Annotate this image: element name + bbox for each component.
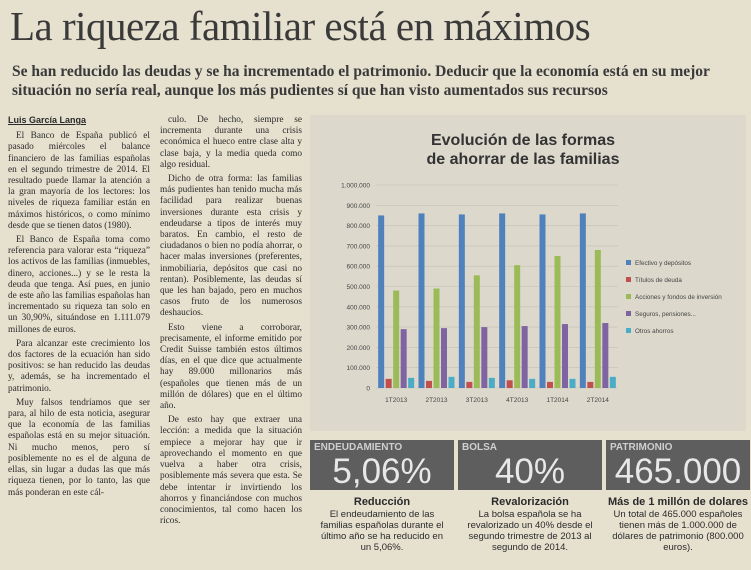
bar [587,381,594,388]
stat-heading: Reducción [353,496,411,508]
stat-heading: Más de 1 millón de dolares [608,496,748,508]
y-tick-label: 0 [366,386,370,393]
y-tick-label: 400.000 [347,304,371,311]
author: Luis García Langa [8,115,87,125]
paragraph: culo. De hecho, siempre se incrementa du… [160,115,302,170]
x-tick-label: 1T2014 [546,397,568,404]
y-tick-label: 200.000 [347,345,371,352]
stat-figure: 465.000 [614,452,742,491]
stat: BOLSA 40% Revalorización La bolsa española … [458,440,602,553]
x-tick-label: 1T2013 [385,397,407,404]
stat-text: La bolsa española se ha revalorizado un … [467,509,593,553]
y-tick-label: 900.000 [347,203,371,210]
paragraph: El Banco de España publicó el pasado mié… [8,131,150,231]
bar [602,323,609,388]
y-tick-label: 500.000 [347,284,371,291]
y-tick-label: 800.000 [347,223,371,230]
column: culo. De hecho, siempre se incrementa du… [160,115,302,530]
bar [569,378,576,388]
x-tick-label: 2T2013 [425,397,447,404]
paragraph: El Banco de España toma como referencia … [8,235,150,335]
bar [539,214,546,388]
y-tick-label: 600.000 [347,264,371,271]
bar [378,215,385,388]
x-tick-label: 2T2014 [587,397,609,404]
stat-heading: Revalorización [491,496,569,508]
bar [458,214,465,388]
y-tick-label: 1.000.000 [341,183,370,190]
bar [554,256,561,388]
bar [418,213,425,388]
bar [514,265,521,388]
bar [385,378,392,388]
x-tick-label: 4T2013 [506,397,528,404]
y-tick-label: 100.000 [347,365,371,372]
bar [466,381,473,388]
y-tick-label: 300.000 [347,325,371,332]
paragraph: Muy falsos tendríamos que ser para, al h… [8,397,150,498]
stat-label: BOLSA [462,442,497,453]
bar [433,288,440,388]
paragraph: Dicho de otra forma: las familias más pu… [160,174,302,319]
bar [448,376,455,388]
stat-box: PATRIMONIO 465.000 [606,440,750,491]
bar [499,213,506,388]
x-tick-label: 3T2013 [466,397,488,404]
bar [441,328,447,388]
column: Luis García Langa El Banco de España pub… [8,115,150,502]
bar [426,380,432,388]
bar [529,378,536,388]
bar [473,275,480,388]
stat-figure: 5,06% [332,452,432,491]
paragraph: Para alcanzar este crecimiento los dos f… [8,338,150,394]
bar [408,377,415,388]
subtitle: Se han reducido las deudas y se ha incre… [12,63,710,99]
legend-label: Efectivo y depósitos [635,260,691,267]
bar [609,376,616,388]
bar [547,381,553,388]
bar [506,380,513,388]
legend-swatch [626,260,631,265]
stat-text: Un total de 465.000 españoles tienen más… [612,509,744,553]
legend-label: Acciones y fondos de inversión [635,294,722,301]
stat-box: ENDEUDAMIENTO 5,06% [310,440,454,491]
paragraph: Esto viene a corroborar, precisamente, e… [160,322,302,412]
stat: PATRIMONIO 465.000 Más de 1 millón de dola… [606,440,750,553]
paragraph: De esto hay que extraer una lección: a m… [160,415,302,527]
stat-label: ENDEUDAMIENTO [314,442,403,453]
y-tick-label: 700.000 [347,243,371,250]
legend-label: Otros ahorros [635,328,674,335]
chart-title-line: de ahorrar de las familias [427,151,620,168]
stat-box: BOLSA 40% [458,440,602,491]
bar [594,249,601,388]
legend-swatch [626,328,631,333]
chart: Evolución de las formas de ahorrar de las… [310,115,746,431]
stat-text: El endeudamiento de las familias español… [320,509,444,553]
headline: La riqueza familiar está en máximos [10,3,591,49]
bar [488,377,495,388]
legend-swatch [626,294,631,299]
legend-swatch [626,277,631,282]
legend-label: Títulos de deuda [635,277,682,284]
bar [393,290,400,388]
chart-title-line: Evolución de las formas [431,132,615,149]
bar [579,213,586,388]
chart-title: Evolución de las formas de ahorrar de las… [427,132,620,168]
bar [562,324,568,388]
bar [400,329,407,388]
stat: ENDEUDAMIENTO 5,06% Reducción El endeudamie… [310,440,454,553]
stat-figure: 40% [494,452,566,491]
legend-label: Seguros, pensiones... [635,311,696,318]
legend-swatch [626,311,631,316]
bar [481,327,488,388]
bar [521,326,528,388]
stat-label: PATRIMONIO [610,442,673,453]
